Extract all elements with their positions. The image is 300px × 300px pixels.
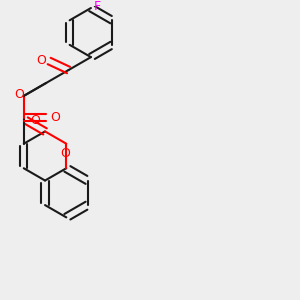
Text: O: O — [36, 55, 46, 68]
Text: F: F — [93, 0, 100, 13]
Text: O: O — [14, 88, 24, 101]
Text: O: O — [60, 147, 70, 160]
Text: O: O — [50, 111, 60, 124]
Text: O: O — [30, 114, 40, 127]
